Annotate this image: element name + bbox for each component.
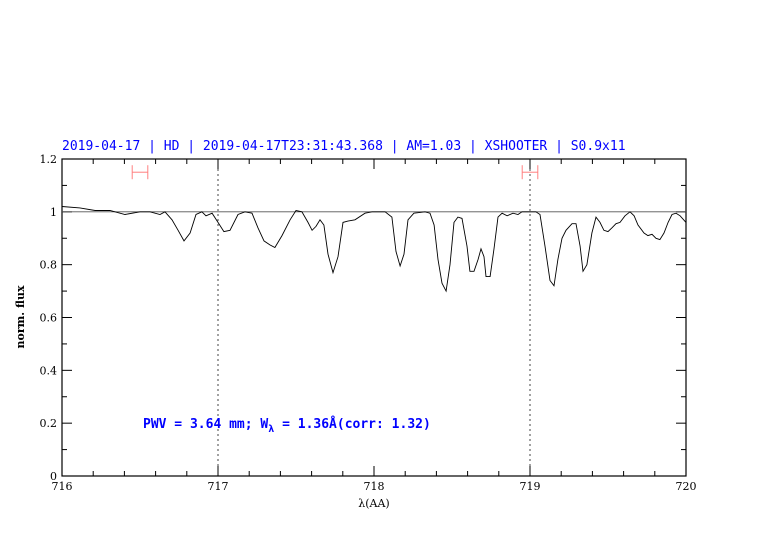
y-tick-label: 1.2 xyxy=(40,153,58,166)
annotation-subscript: λ xyxy=(268,424,274,435)
x-tick-label: 718 xyxy=(364,480,385,493)
y-tick-label: 1 xyxy=(50,206,57,219)
y-axis-label: norm. flux xyxy=(14,285,27,348)
y-tick-label: 0.4 xyxy=(40,364,58,377)
chart-title: 2019-04-17 | HD | 2019-04-17T23:31:43.36… xyxy=(62,139,626,154)
spectrum-line xyxy=(61,206,687,293)
window-marker xyxy=(131,165,149,180)
y-tick-label: 0.8 xyxy=(40,259,58,272)
y-tick-label: 0.2 xyxy=(40,417,58,430)
x-tick-label: 717 xyxy=(208,480,229,493)
pwv-annotation: PWV = 3.64 mm; Wλ = 1.36Å(corr: 1.32) xyxy=(143,416,431,435)
x-tick-label: 719 xyxy=(520,480,541,493)
annotation-prefix: PWV = 3.64 mm; W xyxy=(143,417,268,432)
x-tick-label: 720 xyxy=(676,480,697,493)
x-tick-label: 716 xyxy=(52,480,73,493)
window-marker xyxy=(521,165,539,180)
y-tick-label: 0.6 xyxy=(40,312,58,325)
x-axis-label: λ(AA) xyxy=(358,497,389,510)
annotation-suffix: = 1.36Å(corr: 1.32) xyxy=(274,416,431,432)
y-tick-label: 0 xyxy=(50,470,57,483)
